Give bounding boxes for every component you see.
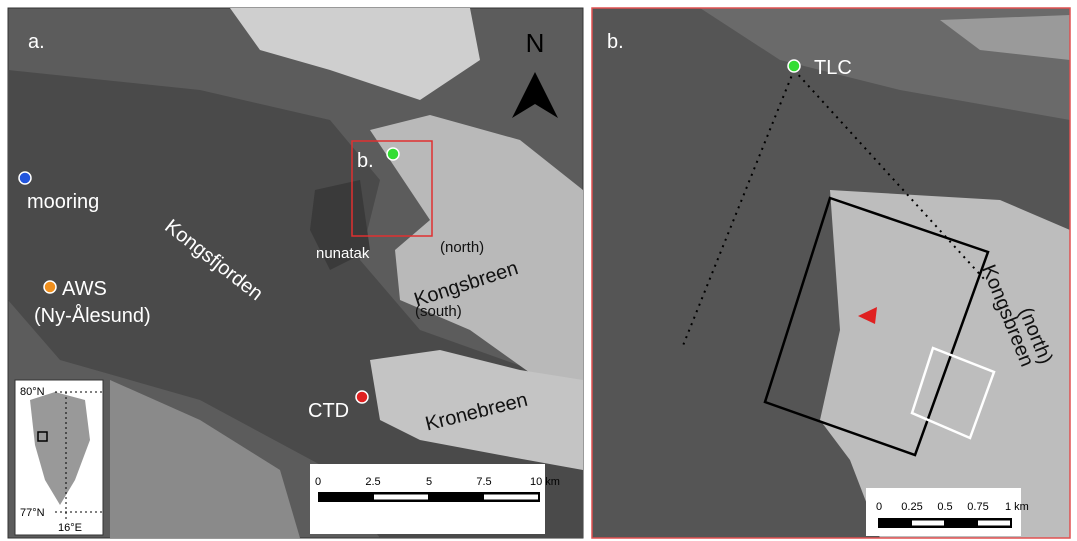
scale-bar-segment — [484, 495, 538, 500]
inset-label: 77°N — [20, 507, 45, 519]
scale-bar: 0 2.5 5 7.5 10 km — [310, 464, 560, 534]
scale-bar-segment — [374, 495, 428, 500]
ctd-marker — [356, 391, 368, 403]
scale-label: 0 — [315, 476, 321, 488]
tlc-marker — [788, 60, 800, 72]
scale-bar-segment — [912, 521, 944, 526]
tlc-marker — [387, 148, 399, 160]
scale-label: 0.5 — [937, 501, 952, 513]
panel-b: b. TLC Kongsbreen (north) 0 0.25 0.5 0.7… — [592, 8, 1070, 538]
scale-label: 5 — [426, 476, 432, 488]
north-label: N — [526, 28, 545, 58]
place-label: (Ny-Ålesund) — [34, 304, 151, 327]
panel-label: a. — [28, 31, 45, 53]
place-label: (north) — [440, 239, 484, 256]
place-label: nunatak — [316, 245, 370, 262]
scale-label: 7.5 — [476, 476, 491, 488]
scale-bar: 0 0.25 0.5 0.75 1 km — [866, 488, 1029, 536]
scale-label: 0.25 — [901, 501, 922, 513]
inset-map: 80°N 77°N 16°E — [15, 380, 103, 535]
box-label: b. — [357, 150, 374, 172]
place-label: CTD — [308, 400, 349, 422]
inset-label: 16°E — [58, 522, 82, 534]
scale-bar-segment — [978, 521, 1010, 526]
scale-label: 10 km — [530, 476, 560, 488]
place-label: (south) — [415, 303, 462, 320]
panel-a: a. N mooring Kongsfjorden AWS (Ny-Ålesun… — [8, 8, 583, 538]
inset-label: 80°N — [20, 386, 45, 398]
scale-label: 0.75 — [967, 501, 988, 513]
place-label: AWS — [62, 278, 107, 300]
figure: a. N mooring Kongsfjorden AWS (Ny-Ålesun… — [0, 0, 1077, 541]
aws-marker — [44, 281, 56, 293]
scale-label: 1 km — [1005, 501, 1029, 513]
scale-label: 0 — [876, 501, 882, 513]
mooring-marker — [19, 172, 31, 184]
panel-label: b. — [607, 31, 624, 53]
place-label: mooring — [27, 191, 99, 213]
scale-label: 2.5 — [365, 476, 380, 488]
place-label: TLC — [814, 57, 852, 79]
